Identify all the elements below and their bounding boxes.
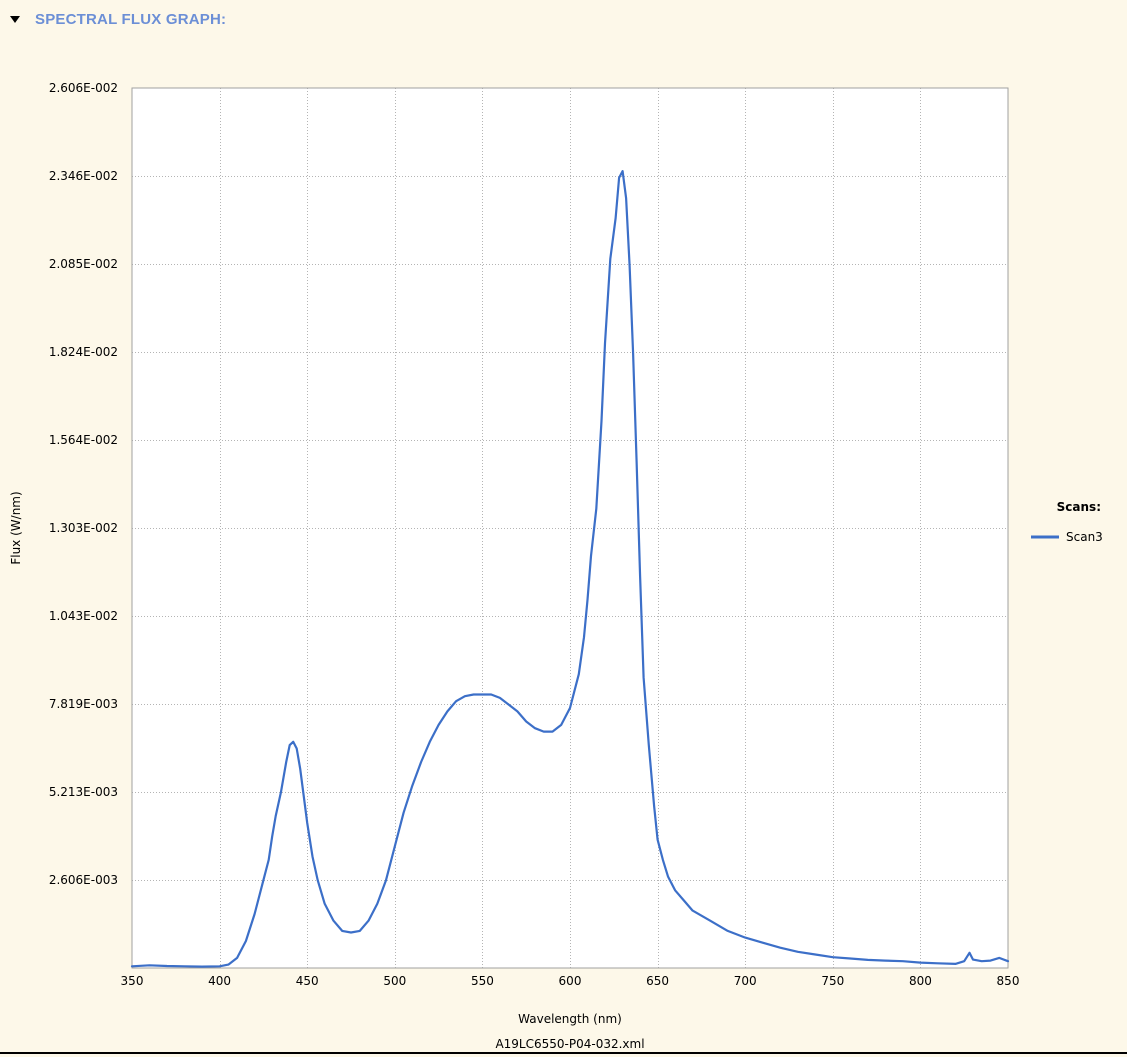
x-axis-ticks: 350 400 450 500 550 600 650 700 750 800 850 <box>121 974 1020 988</box>
y-tick-label: 1.564E-002 <box>49 433 118 447</box>
y-tick-label: 1.043E-002 <box>49 609 118 623</box>
plot-frame <box>131 87 1009 969</box>
x-tick-label: 550 <box>471 974 494 988</box>
x-tick-label: 650 <box>646 974 669 988</box>
x-tick-label: 400 <box>208 974 231 988</box>
y-tick-label: 2.606E-002 <box>49 81 118 95</box>
y-axis-label: Flux (W/nm) <box>9 491 23 564</box>
x-tick-label: 500 <box>383 974 406 988</box>
y-tick-label: 1.824E-002 <box>49 345 118 359</box>
y-tick-label: 1.303E-002 <box>49 521 118 535</box>
y-tick-label: 2.085E-002 <box>49 257 118 271</box>
spectral-flux-section-header[interactable]: SPECTRAL FLUX GRAPH: <box>10 8 226 30</box>
x-tick-label: 600 <box>559 974 582 988</box>
y-tick-label: 2.606E-003 <box>49 873 118 887</box>
x-tick-label: 750 <box>821 974 844 988</box>
x-axis-label: Wavelength (nm) <box>518 1012 622 1026</box>
y-tick-label: 2.346E-002 <box>49 169 118 183</box>
series-line-scan3 <box>130 170 1010 968</box>
bottom-divider <box>0 1052 1127 1054</box>
legend-title: Scans: <box>1057 500 1101 514</box>
legend: Scans: Scan3 <box>1031 500 1103 544</box>
x-tick-label: 800 <box>909 974 932 988</box>
x-tick-label: 850 <box>997 974 1020 988</box>
series-layer <box>130 170 1010 968</box>
collapse-triangle-icon[interactable] <box>10 16 20 23</box>
section-title: SPECTRAL FLUX GRAPH: <box>35 10 227 28</box>
file-name-label: A19LC6550-P04-032.xml <box>495 1037 644 1051</box>
x-tick-label: 700 <box>734 974 757 988</box>
y-axis-ticks: 2.606E-003 5.213E-003 7.819E-003 1.043E-002… <box>49 81 118 887</box>
x-tick-label: 350 <box>121 974 144 988</box>
x-tick-label: 450 <box>296 974 319 988</box>
legend-entry-scan3: Scan3 <box>1066 530 1103 544</box>
y-tick-label: 5.213E-003 <box>49 785 118 799</box>
y-tick-label: 7.819E-003 <box>49 697 118 711</box>
